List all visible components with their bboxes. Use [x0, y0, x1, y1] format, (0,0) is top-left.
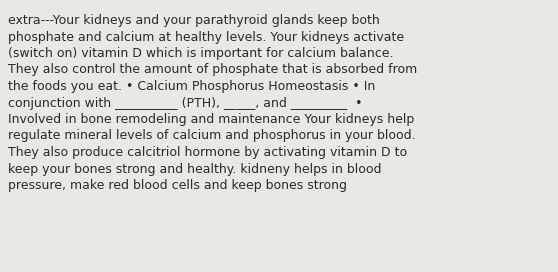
Text: extra---Your kidneys and your parathyroid glands keep both
phosphate and calcium: extra---Your kidneys and your parathyroi… [8, 14, 417, 192]
